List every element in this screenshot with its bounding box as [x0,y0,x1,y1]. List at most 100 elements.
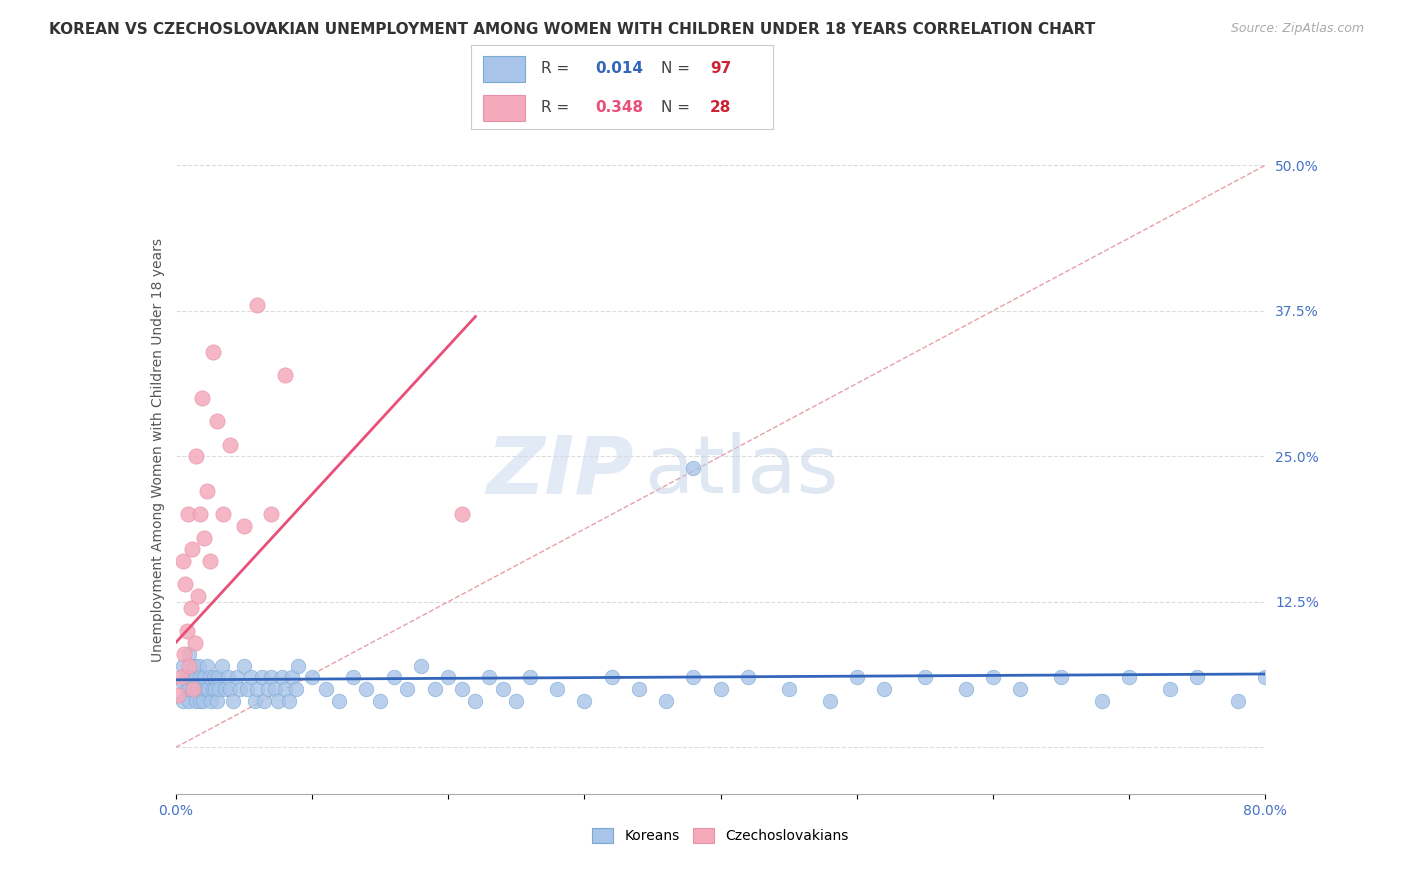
Point [546,682,568,697]
Text: 0.348: 0.348 [595,100,643,115]
Point [274,682,297,697]
Point [172,554,194,568]
Point [778,682,800,697]
Point [226,670,249,684]
Point [174,577,197,591]
Point [188,508,211,522]
Point [183,682,205,697]
Point [195,658,218,673]
Point [191,694,214,708]
Point [274,368,297,382]
Point [176,624,198,638]
Point [190,682,212,697]
Point [179,682,201,697]
Point [186,450,208,464]
Point [183,682,205,697]
Point [195,484,218,499]
Text: 0.014: 0.014 [595,61,643,76]
Point [505,694,527,708]
Point [172,658,194,673]
Point [208,682,231,697]
Point [492,682,515,697]
Point [205,694,228,708]
Text: 28: 28 [710,100,731,115]
Point [737,670,759,684]
Point [264,682,287,697]
Text: N =: N = [661,61,696,76]
Text: R =: R = [540,100,574,115]
Point [682,461,704,475]
Point [187,658,209,673]
Point [1187,670,1209,684]
Point [186,694,208,708]
Point [1010,682,1032,697]
Point [186,589,209,603]
Point [184,635,207,649]
Point [464,694,486,708]
Point [194,682,217,697]
Point [253,694,276,708]
Point [180,600,202,615]
Point [193,670,215,684]
Point [172,694,194,708]
Point [655,694,678,708]
Point [181,542,204,557]
Point [257,682,280,697]
Text: KOREAN VS CZECHOSLOVAKIAN UNEMPLOYMENT AMONG WOMEN WITH CHILDREN UNDER 18 YEARS : KOREAN VS CZECHOSLOVAKIAN UNEMPLOYMENT A… [49,22,1095,37]
Point [437,670,460,684]
Point [315,682,337,697]
Point [287,658,309,673]
FancyBboxPatch shape [484,56,526,82]
Point [204,682,226,697]
Point [277,694,299,708]
Point [232,519,254,533]
Point [197,682,219,697]
FancyBboxPatch shape [484,95,526,120]
Point [280,670,302,684]
Point [682,670,704,684]
Point [267,694,290,708]
Point [198,670,221,684]
Point [914,670,936,684]
Point [1091,694,1114,708]
Text: 97: 97 [710,61,731,76]
Point [190,391,212,405]
Point [1050,670,1073,684]
Point [186,670,208,684]
Point [212,508,235,522]
Point [450,682,472,697]
Point [600,670,623,684]
Point [382,670,405,684]
Point [219,437,242,451]
Point [177,508,200,522]
Legend: Koreans, Czechoslovakians: Koreans, Czechoslovakians [586,822,855,849]
Point [172,676,194,690]
Point [222,694,245,708]
Point [845,670,868,684]
Point [214,682,236,697]
Point [188,670,211,684]
Point [232,658,254,673]
Point [246,682,269,697]
Point [243,694,266,708]
Point [219,682,242,697]
Point [710,682,733,697]
Point [1118,670,1140,684]
Point [955,682,977,697]
Point [396,682,419,697]
Point [186,682,209,697]
Point [201,344,224,359]
Text: atlas: atlas [644,432,838,510]
Point [211,658,233,673]
Point [184,658,207,673]
Point [873,682,896,697]
Point [179,647,201,661]
Point [271,670,294,684]
Point [229,682,252,697]
Point [201,682,224,697]
Point [260,508,283,522]
Point [519,670,541,684]
Point [174,670,197,684]
Point [193,531,215,545]
Point [250,670,273,684]
